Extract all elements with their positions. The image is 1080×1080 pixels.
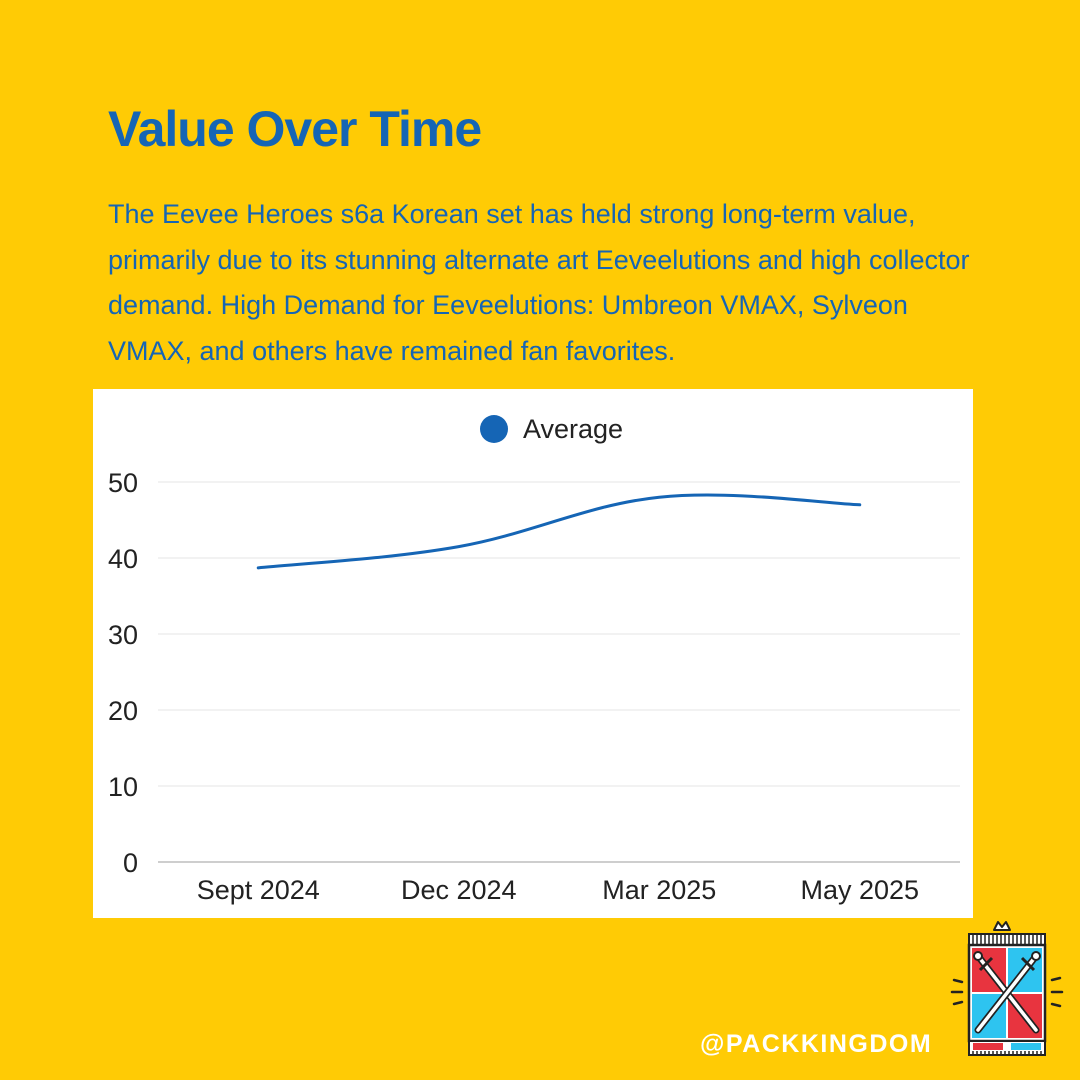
chart-card: 0 10 20 30 40 50 Sept 2024 Dec 2024 Mar 2025 May …	[93, 389, 973, 918]
y-tick-label: 30	[108, 620, 138, 650]
y-tick-label: 40	[108, 544, 138, 574]
social-handle[interactable]: @PACKKINGDOM	[700, 1030, 933, 1058]
description-text: The Eevee Heroes s6a Korean set has held…	[108, 199, 970, 366]
crossed-swords-shield-icon	[950, 921, 1064, 1056]
y-tick-label: 20	[108, 696, 138, 726]
legend-marker	[480, 415, 508, 443]
legend-label: Average	[523, 414, 623, 444]
x-tick-label: Sept 2024	[197, 875, 320, 905]
x-tick-label: May 2025	[800, 875, 919, 905]
x-tick-label: Dec 2024	[401, 875, 517, 905]
y-tick-label: 50	[108, 468, 138, 498]
line-chart: 0 10 20 30 40 50 Sept 2024 Dec 2024 Mar 2025 May …	[108, 414, 960, 905]
y-tick-label: 10	[108, 772, 138, 802]
page-title: Value Over Time	[108, 101, 482, 157]
y-tick-label: 0	[123, 848, 138, 878]
series-line-average	[256, 493, 862, 570]
x-tick-label: Mar 2025	[602, 875, 716, 905]
